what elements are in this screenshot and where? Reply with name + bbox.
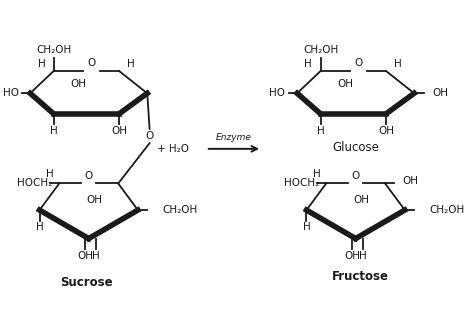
Text: OH: OH <box>378 126 394 136</box>
Text: H: H <box>302 222 310 232</box>
Text: CH₂OH: CH₂OH <box>429 205 465 215</box>
Text: Fructose: Fructose <box>332 270 389 283</box>
Text: OH: OH <box>86 195 102 205</box>
Text: HO: HO <box>2 88 18 98</box>
Text: H: H <box>36 222 44 232</box>
Text: OH: OH <box>337 79 353 89</box>
Text: + H₂O: + H₂O <box>157 144 189 154</box>
Text: H: H <box>128 59 135 69</box>
Text: OH: OH <box>432 88 448 98</box>
Text: O: O <box>355 59 363 69</box>
Text: H: H <box>394 59 402 69</box>
Text: Sucrose: Sucrose <box>60 276 113 289</box>
Text: H: H <box>92 251 100 261</box>
Text: H: H <box>37 59 46 69</box>
Text: CH₂OH: CH₂OH <box>162 205 198 215</box>
Text: Glucose: Glucose <box>332 141 379 154</box>
Text: H: H <box>359 251 367 261</box>
Text: OH: OH <box>71 79 86 89</box>
Text: OH: OH <box>344 251 360 261</box>
Text: H: H <box>317 126 324 136</box>
Text: OH: OH <box>77 251 93 261</box>
Text: Enzyme: Enzyme <box>216 133 252 142</box>
Text: H: H <box>313 169 320 179</box>
Text: CH₂OH: CH₂OH <box>303 45 338 55</box>
Text: HO: HO <box>269 88 285 98</box>
Text: O: O <box>84 171 93 181</box>
Text: O: O <box>88 59 96 69</box>
Text: O: O <box>146 131 154 141</box>
Text: H: H <box>304 59 312 69</box>
Text: OH: OH <box>353 195 369 205</box>
Text: OH: OH <box>402 176 418 186</box>
Text: O: O <box>352 171 360 181</box>
Text: CH₂OH: CH₂OH <box>36 45 71 55</box>
Text: HOCH₂: HOCH₂ <box>284 179 319 188</box>
Text: OH: OH <box>111 126 127 136</box>
Text: H: H <box>46 169 54 179</box>
Text: HOCH₂: HOCH₂ <box>17 179 53 188</box>
Text: H: H <box>50 126 57 136</box>
